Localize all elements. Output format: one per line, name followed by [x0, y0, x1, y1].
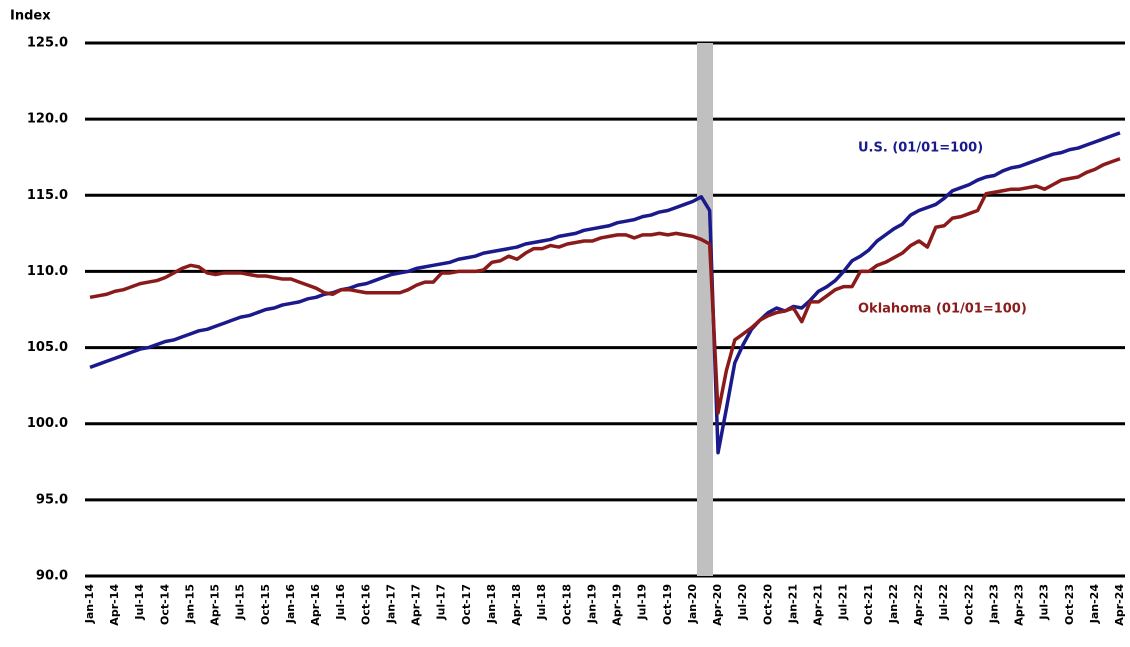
x-tick-label: Jan-20: [686, 584, 699, 625]
x-tick-label: Jul-22: [937, 584, 950, 621]
legend-label: U.S. (01/01=100): [858, 141, 983, 156]
legend-label: Oklahoma (01/01=100): [858, 302, 1027, 317]
x-tick-label: Oct-20: [761, 584, 774, 625]
y-tick-label: 90.0: [36, 569, 68, 584]
recession-shading: [697, 43, 713, 576]
x-tick-label: Apr-19: [611, 584, 624, 626]
x-tick-label: Jan-24: [1088, 584, 1101, 625]
x-tick-label: Apr-16: [309, 584, 322, 626]
x-tick-label: Oct-16: [359, 584, 372, 625]
x-tick-label: Oct-21: [862, 584, 875, 625]
x-tick-label: Apr-14: [108, 584, 121, 626]
x-tick-label: Jan-21: [786, 584, 799, 624]
y-tick-label: 105.0: [27, 340, 68, 355]
x-tick-label: Jul-23: [1038, 584, 1051, 621]
x-tick-label: Apr-18: [510, 584, 523, 626]
x-tick-label: Jan-14: [83, 584, 96, 625]
x-tick-label: Oct-18: [560, 584, 573, 625]
x-tick-label: Apr-24: [1113, 584, 1126, 626]
x-tick-label: Jul-19: [636, 584, 649, 621]
y-tick-label: 95.0: [36, 492, 68, 507]
x-tick-label: Oct-19: [661, 584, 674, 625]
x-tick-label: Oct-15: [259, 584, 272, 625]
x-tick-label: Apr-17: [410, 584, 423, 626]
y-tick-label: 110.0: [27, 264, 68, 279]
y-tick-label: 120.0: [27, 112, 68, 127]
line-series: [89, 157, 1121, 415]
x-tick-label: Jul-14: [133, 584, 146, 621]
x-tick-label: Apr-21: [812, 584, 825, 626]
x-tick-label: Apr-15: [209, 584, 222, 626]
y-tick-label: 100.0: [27, 416, 68, 431]
y-tick-label: 125.0: [27, 36, 68, 51]
x-tick-label: Jul-20: [736, 584, 749, 621]
x-tick-label: Apr-23: [1013, 584, 1026, 626]
x-tick-label: Oct-23: [1063, 584, 1076, 625]
x-tick-label: Apr-22: [912, 584, 925, 626]
x-tick-label: Jan-22: [887, 584, 900, 624]
line-series: [89, 131, 1121, 455]
x-tick-label: Apr-20: [711, 584, 724, 626]
x-tick-label: Jan-15: [183, 584, 196, 624]
x-tick-label: Oct-14: [158, 584, 171, 625]
x-tick-label: Jul-17: [435, 584, 448, 621]
x-tick-label: Oct-22: [962, 584, 975, 625]
x-tick-label: Jan-16: [284, 584, 297, 625]
x-tick-label: Jan-19: [585, 584, 598, 624]
y-tick-label: 115.0: [27, 188, 68, 203]
x-tick-label: Oct-17: [460, 584, 473, 625]
x-tick-label: Jul-18: [535, 584, 548, 621]
plot-area: [89, 131, 1121, 455]
x-tick-label: Jul-15: [234, 584, 247, 621]
x-tick-label: Jan-23: [987, 584, 1000, 624]
x-tick-label: Jan-18: [485, 584, 498, 624]
x-tick-label: Jul-21: [837, 584, 850, 621]
x-tick-label: Jan-17: [384, 584, 397, 624]
y-axis-label: Index: [10, 9, 51, 24]
grid: [85, 41, 1125, 578]
x-tick-label: Jul-16: [334, 584, 347, 621]
